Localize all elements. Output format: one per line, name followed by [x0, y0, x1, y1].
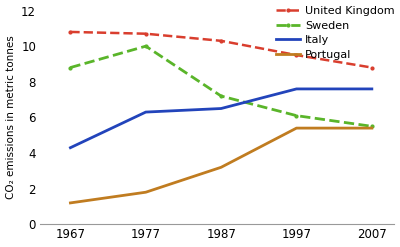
Y-axis label: CO₂ emissions in metric tonnes: CO₂ emissions in metric tonnes: [6, 36, 16, 199]
Line: Portugal: Portugal: [70, 128, 372, 203]
Sweden: [68, 66, 73, 69]
Sweden: [294, 114, 299, 117]
Line: Sweden: Sweden: [68, 43, 375, 129]
Sweden: [370, 125, 374, 128]
Italy: [219, 107, 224, 110]
Legend: United Kingdom, Sweden, Italy, Portugal: United Kingdom, Sweden, Italy, Portugal: [276, 6, 394, 60]
United Kingdom: [219, 39, 224, 42]
Portugal: [294, 127, 299, 130]
United Kingdom: [370, 66, 374, 69]
Sweden: [143, 45, 148, 48]
Portugal: [370, 127, 374, 130]
Line: Italy: Italy: [70, 89, 372, 148]
Italy: [143, 111, 148, 114]
United Kingdom: [143, 32, 148, 35]
Italy: [68, 146, 73, 149]
Italy: [294, 87, 299, 90]
Portugal: [68, 201, 73, 204]
Line: United Kingdom: United Kingdom: [68, 29, 375, 70]
Sweden: [219, 95, 224, 98]
United Kingdom: [68, 30, 73, 33]
Portugal: [143, 191, 148, 194]
Portugal: [219, 166, 224, 169]
Italy: [370, 87, 374, 90]
United Kingdom: [294, 54, 299, 57]
